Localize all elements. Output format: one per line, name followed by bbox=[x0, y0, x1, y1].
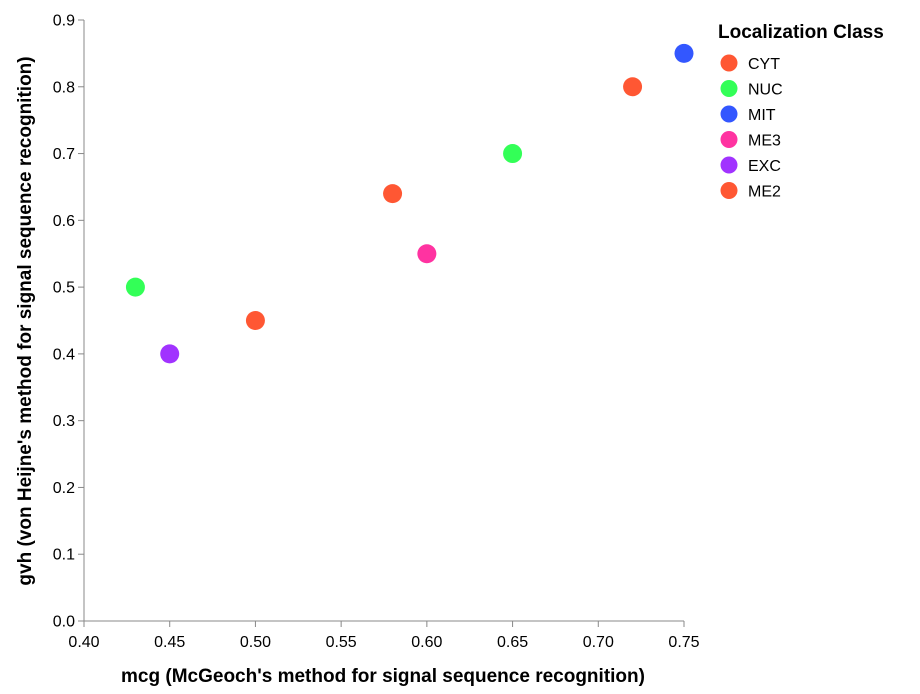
y-tick-label: 0.5 bbox=[53, 280, 75, 297]
y-tick-label: 0.3 bbox=[53, 413, 75, 430]
legend-title: Localization Class bbox=[718, 22, 884, 43]
legend-swatch bbox=[720, 156, 738, 174]
y-tick-label: 0.6 bbox=[53, 213, 75, 230]
data-point-me2 bbox=[383, 184, 403, 204]
y-axis-title: gvh (von Heijne's method for signal sequ… bbox=[15, 56, 36, 585]
data-point-exc bbox=[160, 344, 180, 364]
x-tick-label: 0.60 bbox=[411, 634, 442, 651]
legend-items: CYT NUC MIT ME3 EXC ME2 bbox=[720, 54, 783, 201]
legend-swatch bbox=[720, 105, 738, 123]
legend-label: ME2 bbox=[748, 184, 781, 201]
x-axis: 0.40 0.45 0.50 0.55 0.60 0.65 0.70 0.75 bbox=[68, 620, 700, 651]
y-tick-label: 0.4 bbox=[53, 346, 75, 363]
y-tick-label: 0.9 bbox=[53, 13, 75, 30]
legend-swatch bbox=[720, 54, 738, 72]
x-tick-label: 0.40 bbox=[68, 634, 99, 651]
y-tick-label: 0.2 bbox=[53, 480, 75, 497]
y-axis: 0.0 0.1 0.2 0.3 0.4 0.5 0.6 0.7 0.8 0.9 bbox=[53, 13, 85, 631]
legend-swatch bbox=[720, 182, 738, 199]
x-tick-label: 0.65 bbox=[497, 634, 528, 651]
x-axis-title: mcg (McGeoch's method for signal sequenc… bbox=[121, 666, 645, 687]
x-tick-label: 0.55 bbox=[326, 634, 357, 651]
plot-area: 0.00.10.20.30.40.50.60.70.80.9 0.40 0.45 0… bbox=[53, 13, 700, 652]
legend-swatch bbox=[720, 131, 738, 148]
y-tick-label: 0.8 bbox=[53, 79, 75, 96]
legend-swatch bbox=[720, 80, 738, 97]
legend-item-mit: MIT bbox=[720, 105, 776, 124]
legend-item-exc: EXC bbox=[720, 156, 781, 175]
legend-label: MIT bbox=[748, 107, 776, 124]
data-point-mit bbox=[674, 43, 694, 63]
legend-label: NUC bbox=[748, 82, 783, 99]
x-tick-label: 0.45 bbox=[154, 634, 185, 651]
x-tick-label: 0.75 bbox=[668, 634, 699, 651]
data-point-cyt bbox=[623, 77, 643, 97]
legend: Localization Class CYT NUC MIT ME3 EXC ME2 bbox=[718, 22, 884, 201]
legend-label: CYT bbox=[748, 56, 780, 73]
legend-item-me2: ME2 bbox=[720, 182, 781, 201]
data-point-nuc bbox=[503, 144, 523, 164]
legend-item-cyt: CYT bbox=[720, 54, 780, 73]
legend-item-nuc: NUC bbox=[720, 80, 783, 99]
y-tick-label: 0.1 bbox=[53, 547, 75, 564]
x-tick-label: 0.50 bbox=[240, 634, 271, 651]
y-tick-label: 0.7 bbox=[53, 146, 75, 163]
data-points bbox=[125, 43, 694, 364]
legend-item-me3: ME3 bbox=[720, 131, 781, 150]
y-tick-label: 0.0 bbox=[53, 614, 75, 631]
legend-label: ME3 bbox=[748, 133, 781, 150]
data-point-me3 bbox=[417, 244, 437, 264]
x-tick-label: 0.70 bbox=[583, 634, 614, 651]
data-point-cyt bbox=[245, 311, 265, 330]
data-point-nuc bbox=[125, 277, 145, 297]
legend-label: EXC bbox=[748, 158, 781, 175]
